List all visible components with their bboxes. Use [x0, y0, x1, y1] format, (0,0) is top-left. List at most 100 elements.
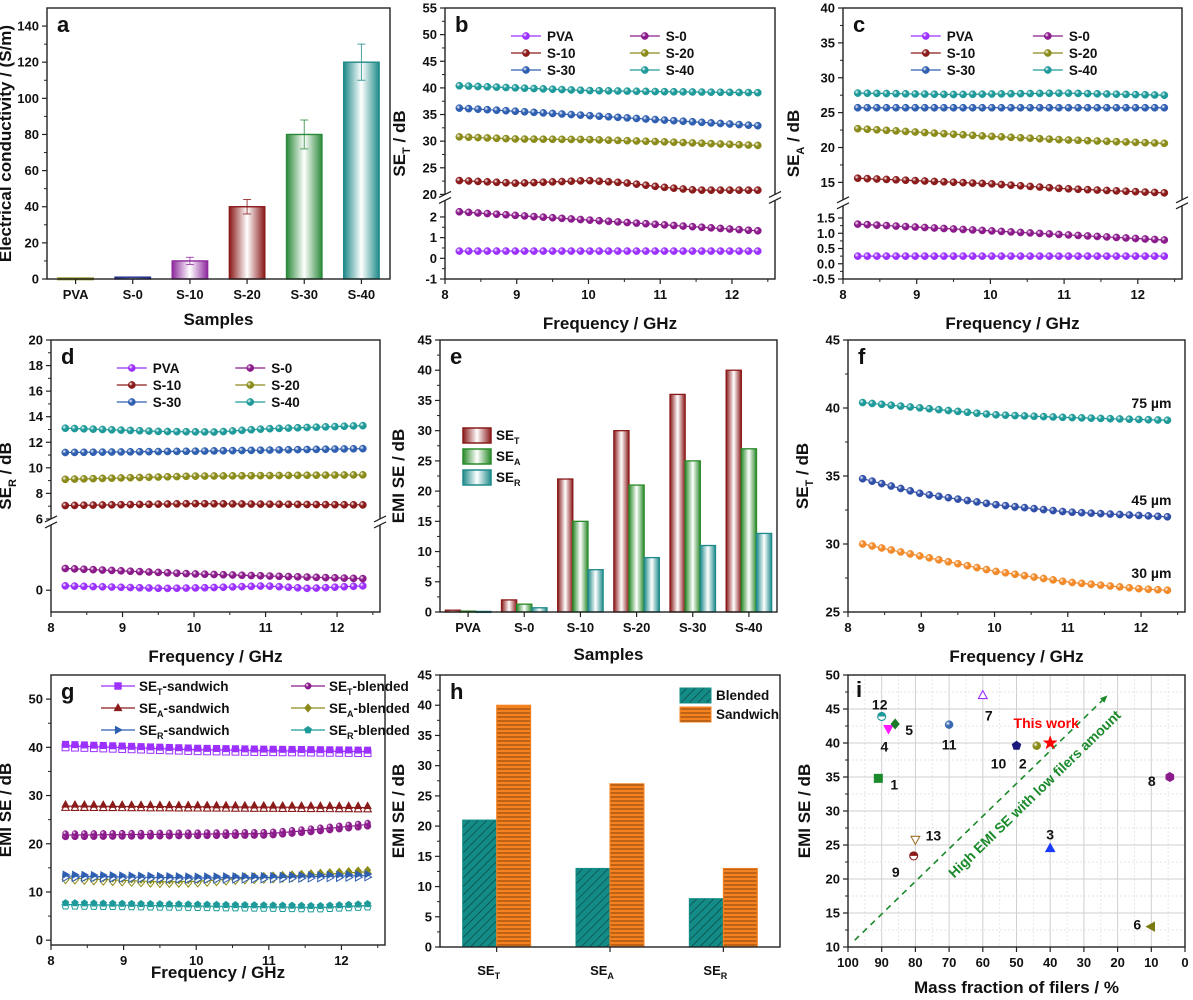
data-point: [530, 178, 538, 187]
data-point: [632, 219, 641, 227]
data-point: [212, 800, 221, 809]
data-point: [98, 582, 107, 591]
data-point: [147, 871, 156, 880]
point-label: 7: [985, 707, 993, 723]
data-point: [247, 425, 256, 434]
data-point: [135, 567, 144, 576]
data-point: [920, 103, 929, 112]
data-point: [882, 89, 891, 98]
data-point: [213, 745, 221, 753]
data-point: [145, 584, 153, 592]
data-point: [930, 90, 939, 99]
y-tick-label: 50: [826, 668, 840, 683]
data-point: [940, 252, 948, 260]
data-point: [184, 800, 193, 809]
data-point: [963, 561, 972, 570]
legend-label: S-0: [271, 361, 292, 376]
data-point: [70, 565, 79, 573]
data-point: [191, 570, 200, 578]
y-tick-label: 25: [418, 788, 432, 803]
data-point: [1125, 415, 1134, 424]
data-point: [877, 544, 886, 552]
y-tick-label: 15: [418, 514, 432, 529]
axis-break-mark: [768, 190, 782, 198]
data-point: [911, 90, 920, 98]
data-point: [349, 444, 358, 453]
data-point: [1150, 139, 1159, 147]
scatter-point-6: [1145, 921, 1155, 932]
data-point: [99, 899, 108, 907]
data-point: [238, 582, 246, 591]
data-point: [511, 179, 520, 188]
data-point: [1055, 230, 1063, 239]
data-point: [660, 87, 669, 96]
data-point: [963, 496, 972, 505]
x-tick-label: 8: [839, 287, 846, 302]
data-point: [959, 130, 967, 139]
panel-letter: c: [853, 12, 865, 37]
data-point: [1144, 415, 1153, 424]
data-point: [308, 871, 316, 880]
data-point: [228, 583, 237, 591]
data-point: [135, 447, 144, 456]
data-point: [892, 103, 900, 112]
data-point: [358, 501, 367, 509]
y-tick-label: 40: [821, 1, 835, 16]
data-point: [204, 872, 212, 881]
data-point: [173, 569, 181, 578]
data-point: [901, 252, 910, 260]
panel-letter: f: [858, 344, 866, 369]
data-point: [335, 801, 344, 809]
data-point: [289, 871, 297, 880]
data-point: [669, 116, 678, 125]
data-point: [464, 133, 473, 142]
data-point: [297, 801, 306, 809]
data-point: [973, 563, 981, 572]
data-point: [873, 125, 881, 134]
panel-e: PVA S-0 S-10 S-20 S-30 S-40 0 5 10 15 20 25 30 35 40 45…: [389, 333, 778, 664]
y-tick-label: 30: [29, 788, 43, 803]
panel-a: PVA S-0 S-10 S-20 S-30 S-40 0 20 40 60 80 100 120 140…: [0, 7, 391, 329]
data-point: [604, 177, 613, 186]
data-point: [117, 583, 125, 592]
data-point: [934, 555, 943, 564]
data-point: [260, 828, 267, 836]
data-point: [954, 407, 962, 416]
data-point: [925, 404, 934, 413]
data-point: [175, 829, 183, 836]
data-point: [117, 800, 127, 808]
data-point: [336, 822, 343, 830]
data-point: [119, 871, 127, 880]
data-point: [614, 178, 622, 187]
data-point: [145, 568, 153, 576]
data-point: [688, 247, 697, 255]
data-point: [173, 447, 181, 456]
data-point: [725, 247, 734, 255]
data-point: [81, 870, 90, 879]
data-point: [90, 870, 99, 880]
x-axis-title: Frequency / GHz: [151, 963, 285, 982]
legend-label: S-30: [947, 63, 976, 78]
data-point: [80, 741, 88, 749]
data-point: [1131, 234, 1140, 243]
x-tick-label: 70: [942, 955, 956, 970]
data-point: [61, 799, 70, 808]
bar-se-t: [557, 478, 574, 613]
data-point: [735, 88, 743, 97]
data-point: [345, 821, 352, 829]
data-point: [126, 426, 135, 435]
data-point: [511, 107, 520, 116]
axis-break-mark: [373, 515, 387, 523]
data-point: [1007, 89, 1015, 98]
x-tick-label: 9: [913, 287, 920, 302]
data-point: [511, 135, 520, 143]
data-point: [109, 871, 118, 880]
data-point: [364, 819, 371, 827]
data-point: [293, 423, 302, 432]
data-point: [349, 500, 358, 509]
data-point: [669, 138, 678, 147]
data-point: [753, 88, 762, 97]
x-tick-label: 80: [908, 955, 922, 970]
y-tick-label: 10: [29, 884, 43, 899]
data-point: [558, 85, 566, 94]
